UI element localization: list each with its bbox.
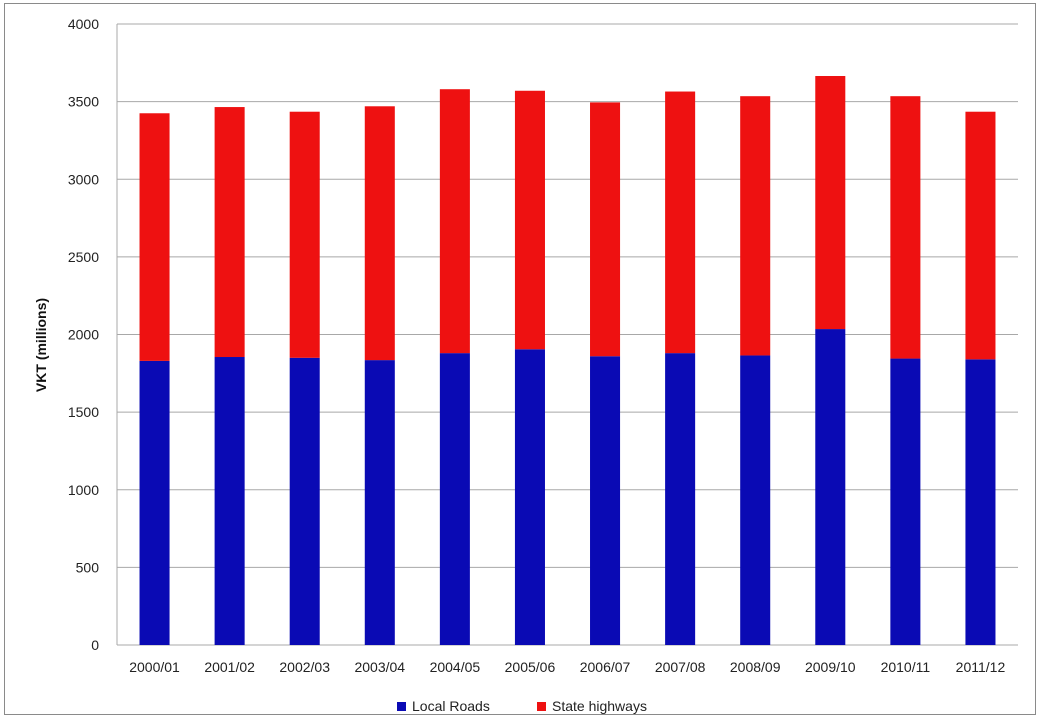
legend: Local Roads State highways — [397, 698, 647, 714]
x-tick-label: 2003/04 — [354, 659, 405, 675]
y-tick-label: 2500 — [68, 249, 99, 265]
legend-swatch-state-highways — [537, 702, 546, 711]
bar-state-highways — [815, 76, 846, 330]
gridlines — [116, 23, 1018, 646]
y-tick-label: 3500 — [68, 94, 99, 110]
y-tick-label: 500 — [76, 559, 100, 575]
bar-state-highways — [665, 91, 696, 354]
y-tick-label: 1500 — [68, 404, 99, 420]
legend-swatch-local-roads — [397, 702, 406, 711]
bar-local-roads — [590, 356, 621, 645]
bar-state-highways — [514, 90, 545, 350]
y-axis-label: VKT (millions) — [33, 298, 49, 392]
bar-state-highways — [139, 113, 170, 361]
y-tick-label: 4000 — [68, 16, 99, 32]
y-tick-labels: 0 500 1000 1500 2000 2500 3000 3500 4000 — [68, 16, 99, 653]
y-tick-label: 1000 — [68, 482, 99, 498]
x-tick-label: 2005/06 — [505, 659, 556, 675]
bar-local-roads — [289, 357, 320, 645]
x-tick-label: 2000/01 — [129, 659, 180, 675]
x-tick-labels: 2000/01 2001/02 2002/03 2003/04 2004/05 2005/… — [129, 659, 1005, 675]
bars — [139, 76, 996, 645]
bar-state-highways — [364, 106, 395, 361]
chart-frame — [4, 3, 1036, 715]
bar-local-roads — [364, 360, 395, 645]
bar-local-roads — [815, 329, 846, 645]
bar-state-highways — [289, 111, 320, 358]
x-tick-label: 2011/12 — [956, 659, 1006, 675]
x-tick-label: 2008/09 — [730, 659, 781, 675]
y-tick-label: 2000 — [68, 327, 99, 343]
bar-state-highways — [214, 107, 245, 358]
x-tick-label: 2004/05 — [430, 659, 481, 675]
legend-label-local-roads: Local Roads — [412, 698, 490, 714]
x-tick-label: 2010/11 — [881, 659, 931, 675]
bar-local-roads — [439, 353, 470, 645]
y-tick-label: 0 — [91, 637, 99, 653]
bar-state-highways — [965, 111, 996, 360]
x-tick-label: 2006/07 — [580, 659, 631, 675]
bar-local-roads — [890, 358, 921, 645]
bar-state-highways — [590, 102, 621, 357]
bar-state-highways — [740, 96, 771, 356]
bar-local-roads — [740, 355, 771, 645]
bar-state-highways — [890, 96, 921, 359]
bar-local-roads — [139, 360, 170, 645]
bar-state-highways — [439, 89, 470, 354]
y-tick-label: 3000 — [68, 171, 99, 187]
bar-local-roads — [514, 349, 545, 645]
bar-local-roads — [665, 353, 696, 645]
x-tick-label: 2007/08 — [655, 659, 706, 675]
x-tick-label: 2001/02 — [204, 659, 255, 675]
x-tick-label: 2002/03 — [279, 659, 330, 675]
x-tick-label: 2009/10 — [805, 659, 856, 675]
legend-label-state-highways: State highways — [552, 698, 647, 714]
bar-local-roads — [965, 359, 996, 645]
bar-local-roads — [214, 357, 245, 645]
